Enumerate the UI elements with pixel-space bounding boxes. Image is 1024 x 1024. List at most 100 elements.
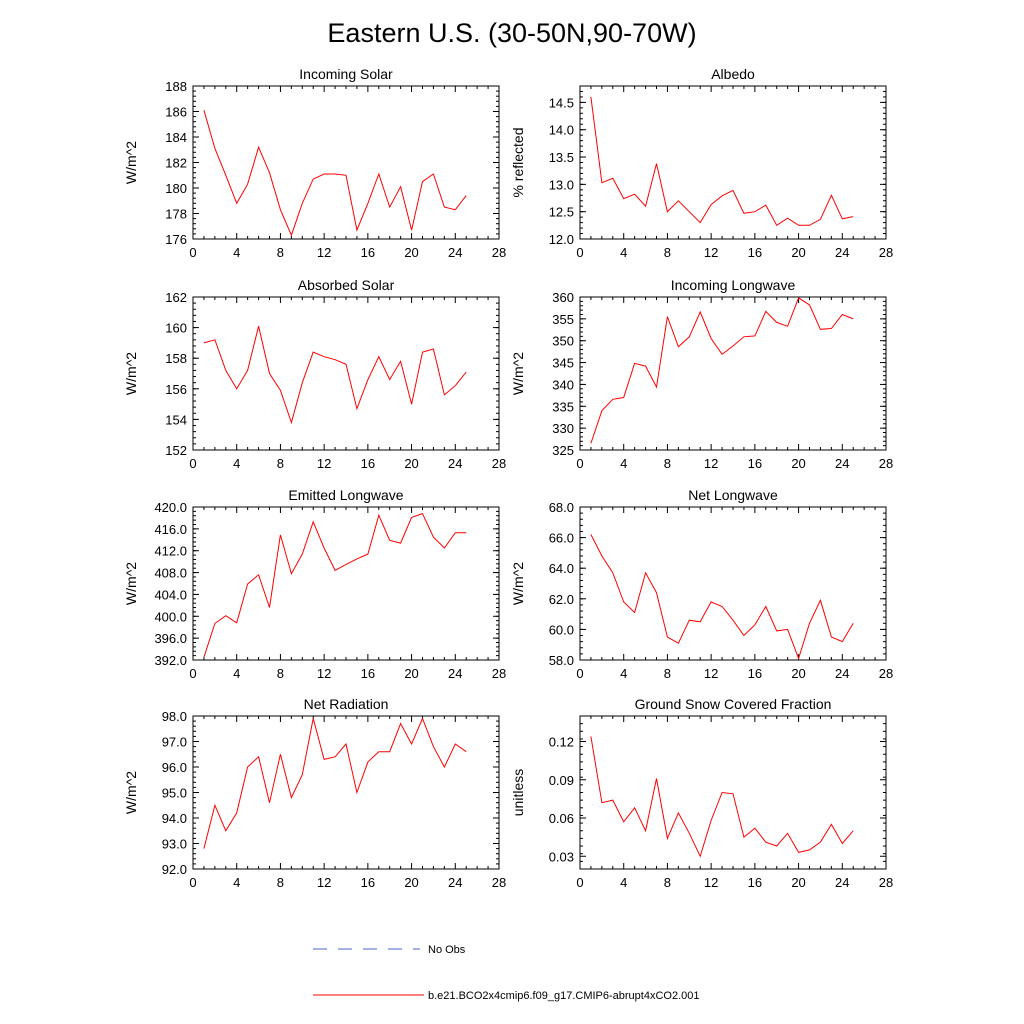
x-tick-label: 28 [879, 245, 893, 260]
x-tick-label: 28 [879, 456, 893, 471]
x-tick-label: 24 [448, 875, 462, 890]
x-tick-label: 28 [492, 666, 506, 681]
panel-net-longwave: Net Longwave W/m^2 0 4 8 12 16 20 24 28 58.0 60.0 62… [510, 487, 893, 681]
panel-incoming-solar: Incoming Solar W/m^2 0 4 8 12 16 20 24 28 176 178 18… [123, 66, 506, 260]
legend-model-label: b.e21.BCO2x4cmip6.f09_g17.CMIP6-abrupt4x… [428, 990, 700, 1002]
y-tick-label: 392.0 [154, 653, 187, 668]
x-tick-label: 0 [189, 245, 196, 260]
x-tick-label: 28 [492, 245, 506, 260]
panel-title: Absorbed Solar [298, 277, 395, 293]
x-tick-label: 20 [404, 245, 418, 260]
x-tick-label: 16 [748, 456, 762, 471]
x-tick-label: 0 [576, 875, 583, 890]
x-tick-label: 24 [448, 245, 462, 260]
plot-frame [192, 715, 500, 870]
y-tick-label: 14.5 [549, 95, 574, 110]
y-axis-label: % reflected [510, 127, 526, 197]
y-tick-label: 60.0 [549, 622, 574, 637]
y-tick-label: 158 [165, 351, 187, 366]
x-tick-label: 24 [448, 456, 462, 471]
x-tick-label: 4 [620, 666, 627, 681]
y-tick-label: 98.0 [162, 709, 187, 724]
plot-frame [192, 506, 500, 661]
y-tick-label: 94.0 [162, 811, 187, 826]
y-tick-label: 93.0 [162, 837, 187, 852]
legend-obs-label: No Obs [428, 944, 466, 956]
x-tick-label: 20 [404, 875, 418, 890]
x-tick-label: 8 [664, 456, 671, 471]
y-tick-label: 96.0 [162, 760, 187, 775]
x-tick-label: 12 [704, 245, 718, 260]
x-tick-label: 12 [317, 875, 331, 890]
y-tick-label: 64.0 [549, 561, 574, 576]
y-axis-label: W/m^2 [123, 352, 139, 395]
y-tick-label: 408.0 [154, 566, 187, 581]
y-axis-label: W/m^2 [510, 562, 526, 605]
x-tick-label: 20 [791, 456, 805, 471]
y-tick-label: 97.0 [162, 735, 187, 750]
y-tick-label: 355 [552, 312, 574, 327]
y-tick-label: 152 [165, 443, 187, 458]
y-tick-label: 0.06 [549, 811, 574, 826]
y-tick-label: 420.0 [154, 500, 187, 515]
series-line [590, 534, 854, 661]
y-tick-label: 400.0 [154, 609, 187, 624]
y-tick-label: 162 [165, 290, 187, 305]
y-tick-label: 188 [165, 79, 187, 94]
y-tick-label: 350 [552, 334, 574, 349]
x-tick-label: 0 [189, 875, 196, 890]
figure-title: Eastern U.S. (30-50N,90-70W) [327, 18, 696, 48]
y-tick-label: 340 [552, 377, 574, 392]
x-tick-label: 24 [835, 875, 849, 890]
legend: No Obs b.e21.BCO2x4cmip6.f09_g17.CMIP6-a… [313, 944, 700, 1002]
plot-frame [579, 85, 887, 240]
x-tick-label: 28 [492, 456, 506, 471]
panel-net-radiation: Net Radiation W/m^2 0 4 8 12 16 20 24 28 92.0 93.0 9… [123, 696, 506, 890]
x-tick-label: 16 [361, 456, 375, 471]
x-tick-label: 24 [448, 666, 462, 681]
y-tick-label: 176 [165, 232, 187, 247]
x-tick-label: 0 [189, 456, 196, 471]
x-tick-label: 24 [835, 245, 849, 260]
x-tick-label: 4 [620, 245, 627, 260]
x-tick-label: 20 [404, 456, 418, 471]
x-tick-label: 4 [233, 245, 240, 260]
y-axis-label: W/m^2 [510, 352, 526, 395]
plot-frame [579, 296, 887, 451]
x-tick-label: 12 [704, 456, 718, 471]
y-tick-label: 180 [165, 181, 187, 196]
x-tick-label: 4 [233, 875, 240, 890]
panel-emitted-longwave: Emitted Longwave W/m^2 0 4 8 12 16 20 24 28 392.0 3… [123, 487, 506, 681]
y-tick-label: 178 [165, 207, 187, 222]
panel-albedo: Albedo % reflected 0 4 8 12 16 20 24 28 12.0 12.5 13… [510, 66, 893, 260]
x-tick-label: 0 [189, 666, 196, 681]
panel-incoming-longwave: Incoming Longwave W/m^2 0 4 8 12 16 20 24 28 325 33… [510, 277, 893, 471]
x-tick-label: 12 [704, 875, 718, 890]
y-tick-label: 396.0 [154, 631, 187, 646]
x-tick-label: 8 [277, 456, 284, 471]
x-tick-label: 4 [233, 666, 240, 681]
y-axis-label: W/m^2 [123, 141, 139, 184]
y-tick-label: 156 [165, 382, 187, 397]
y-tick-label: 13.5 [549, 150, 574, 165]
panel-title: Ground Snow Covered Fraction [635, 696, 832, 712]
y-tick-label: 184 [165, 130, 187, 145]
y-tick-label: 66.0 [549, 531, 574, 546]
panel-title: Emitted Longwave [288, 487, 403, 503]
series-line [203, 110, 467, 237]
y-tick-label: 12.5 [549, 205, 574, 220]
y-tick-label: 92.0 [162, 862, 187, 877]
x-tick-label: 28 [879, 875, 893, 890]
x-tick-label: 8 [277, 245, 284, 260]
series-line [203, 512, 467, 658]
y-tick-label: 160 [165, 321, 187, 336]
x-tick-label: 12 [317, 456, 331, 471]
y-tick-label: 182 [165, 156, 187, 171]
y-tick-label: 14.0 [549, 123, 574, 138]
x-tick-label: 8 [277, 875, 284, 890]
x-tick-label: 8 [664, 245, 671, 260]
plot-frame [579, 715, 887, 870]
y-tick-label: 330 [552, 421, 574, 436]
series-line [203, 717, 467, 849]
